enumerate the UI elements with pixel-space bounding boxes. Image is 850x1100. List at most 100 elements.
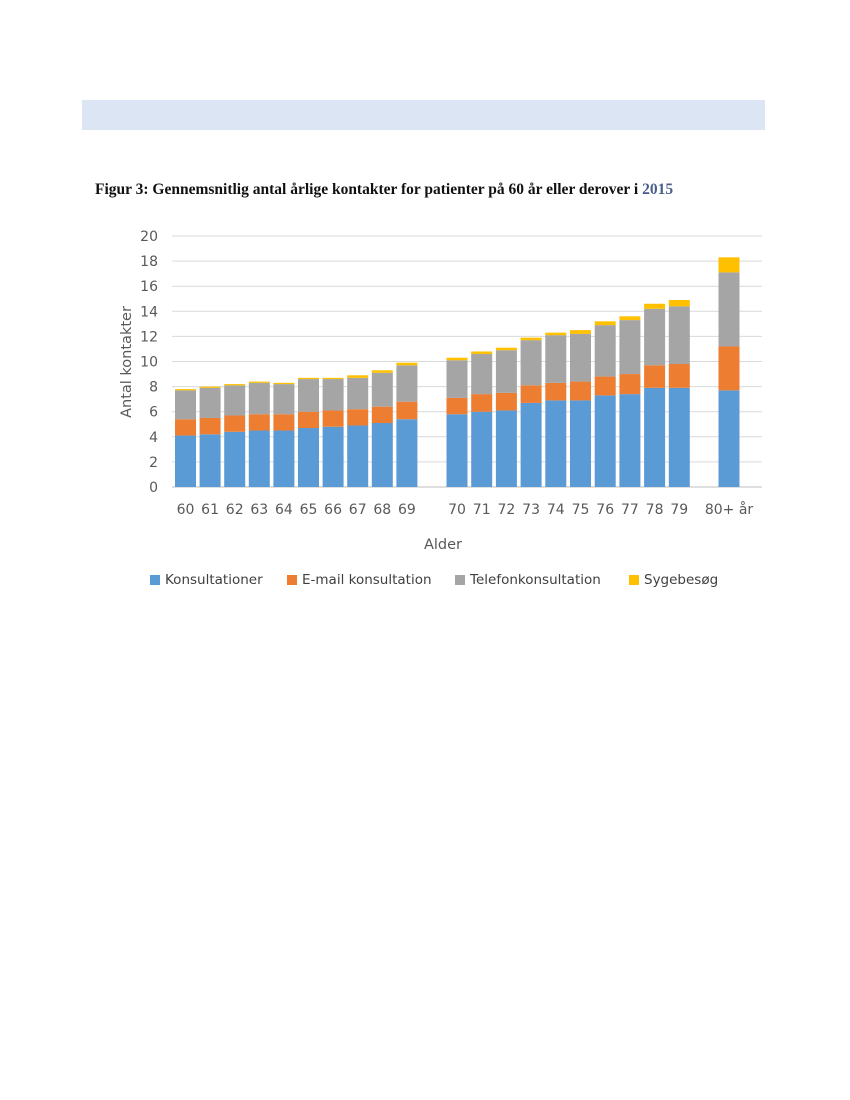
x-tick-label: 80+ år bbox=[705, 501, 754, 518]
header-band bbox=[82, 100, 765, 130]
bar-segment bbox=[446, 397, 468, 415]
y-tick-label: 14 bbox=[140, 304, 158, 320]
x-tick-label: 62 bbox=[226, 502, 244, 518]
bar-segment bbox=[273, 382, 295, 385]
bar-segment bbox=[248, 430, 270, 487]
legend-item: Telefonkonsultation bbox=[455, 572, 601, 588]
x-tick-label: 64 bbox=[275, 502, 293, 518]
bar-segment bbox=[619, 374, 641, 395]
bar-segment bbox=[298, 411, 319, 429]
bar-segment bbox=[570, 333, 591, 382]
bar-segment bbox=[371, 406, 393, 423]
bar-segment bbox=[175, 419, 196, 436]
bar-segment bbox=[520, 385, 542, 403]
bar-segment bbox=[718, 346, 740, 391]
legend-swatch bbox=[150, 575, 160, 585]
bar-segment bbox=[545, 400, 567, 487]
legend-label: Konsultationer bbox=[165, 572, 263, 588]
bar-segment bbox=[322, 379, 344, 411]
x-tick-label: 73 bbox=[522, 502, 540, 518]
bar-segment bbox=[619, 316, 641, 321]
bar-segment bbox=[273, 430, 295, 487]
bar-segment bbox=[570, 330, 591, 334]
x-axis-title: Alder bbox=[424, 537, 462, 553]
bar-segment bbox=[199, 387, 221, 418]
bar-segment bbox=[371, 370, 393, 373]
bar-segment bbox=[545, 335, 567, 383]
figure-title-text: Figur 3: Gennemsnitlig antal årlige kont… bbox=[95, 181, 643, 198]
bar-segment bbox=[594, 325, 616, 377]
x-tick-label: 67 bbox=[349, 502, 367, 518]
bar-segment bbox=[471, 394, 493, 412]
bar-segment bbox=[594, 395, 616, 487]
bar-segment bbox=[644, 303, 666, 309]
bar-segment bbox=[248, 381, 270, 383]
bar-segment bbox=[520, 337, 542, 341]
bar-segment bbox=[199, 417, 221, 435]
bar-segment bbox=[718, 390, 740, 487]
y-tick-label: 16 bbox=[140, 279, 158, 295]
legend-item: Konsultationer bbox=[150, 572, 263, 588]
bar-segment bbox=[570, 381, 591, 401]
y-tick-label: 20 bbox=[140, 229, 158, 245]
legend-label: Sygebesøg bbox=[644, 572, 719, 588]
bar-segment bbox=[644, 365, 666, 388]
bar-segment bbox=[619, 320, 641, 375]
bar-segment bbox=[248, 414, 270, 431]
legend-label: Telefonkonsultation bbox=[470, 572, 601, 588]
bar-segment bbox=[495, 347, 517, 351]
chart-legend: Konsultationer E-mail konsultation Telefon… bbox=[150, 572, 770, 592]
bar-segment bbox=[347, 425, 369, 487]
bar-segment bbox=[199, 386, 221, 388]
x-tick-label: 61 bbox=[201, 502, 219, 518]
bar-segment bbox=[175, 390, 196, 420]
legend-item: E-mail konsultation bbox=[287, 572, 432, 588]
x-tick-label: 68 bbox=[373, 502, 391, 518]
x-tick-label: 78 bbox=[646, 502, 664, 518]
bar-segment bbox=[224, 415, 246, 432]
x-tick-label: 72 bbox=[497, 502, 515, 518]
y-tick-label: 2 bbox=[149, 455, 158, 471]
bar-segment bbox=[298, 377, 319, 380]
bar-segment bbox=[273, 414, 295, 431]
bar-segment bbox=[495, 350, 517, 393]
bar-segment bbox=[371, 372, 393, 407]
x-tick-label: 66 bbox=[324, 502, 342, 518]
bar-segment bbox=[594, 321, 616, 326]
legend-item: Sygebesøg bbox=[629, 572, 718, 588]
bar-segment bbox=[718, 257, 740, 273]
bar-segment bbox=[322, 377, 344, 380]
bar-segment bbox=[545, 382, 567, 401]
y-tick-label: 4 bbox=[149, 430, 158, 446]
bar-segment bbox=[570, 400, 591, 487]
bar-segment bbox=[224, 384, 246, 386]
bar-segment bbox=[545, 332, 567, 336]
bar-segment bbox=[718, 272, 740, 347]
bar-segment bbox=[371, 422, 393, 487]
x-tick-label: 79 bbox=[670, 502, 688, 518]
y-axis-title: Antal kontakter bbox=[119, 306, 135, 418]
x-tick-label: 65 bbox=[300, 502, 318, 518]
bar-segment bbox=[175, 435, 196, 487]
x-tick-label: 69 bbox=[398, 502, 416, 518]
x-tick-label: 60 bbox=[177, 502, 195, 518]
bar-segment bbox=[347, 377, 369, 410]
bar-segment bbox=[644, 308, 666, 366]
bar-segment bbox=[446, 414, 468, 487]
bar-segment bbox=[594, 376, 616, 396]
legend-swatch bbox=[455, 575, 465, 585]
legend-label: E-mail konsultation bbox=[302, 572, 432, 588]
figure-title: Figur 3: Gennemsnitlig antal årlige kont… bbox=[95, 181, 795, 199]
bar-segment bbox=[199, 434, 221, 487]
bar-segment bbox=[446, 360, 468, 398]
bar-segment bbox=[396, 419, 418, 487]
bar-segment bbox=[668, 300, 690, 307]
x-tick-label: 63 bbox=[250, 502, 268, 518]
bar-segment bbox=[175, 389, 196, 391]
x-tick-label: 74 bbox=[547, 502, 565, 518]
bar-segment bbox=[446, 357, 468, 361]
y-tick-label: 18 bbox=[140, 254, 158, 270]
bar-segment bbox=[668, 387, 690, 487]
y-tick-label: 10 bbox=[140, 355, 158, 371]
